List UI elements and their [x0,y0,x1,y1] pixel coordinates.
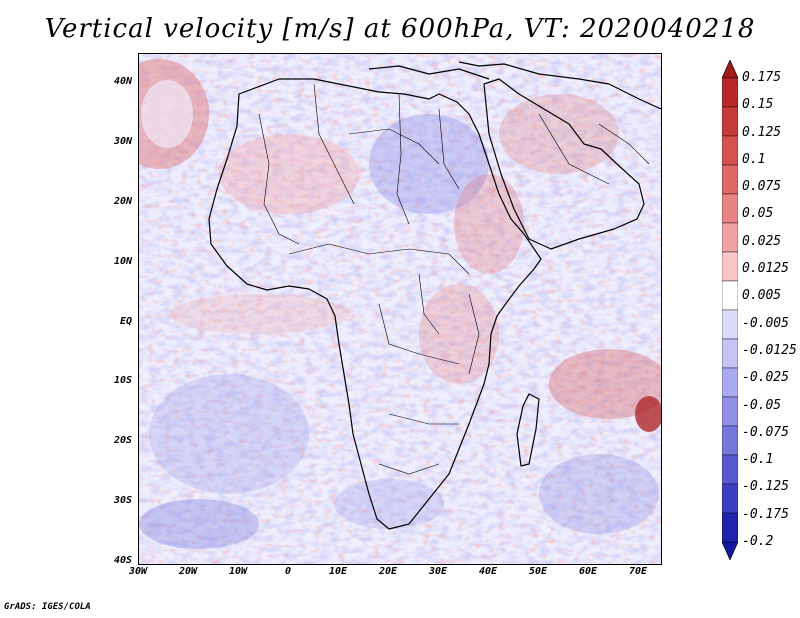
vertical-velocity-field [139,54,661,564]
colorbar-label: 0.05 [742,206,774,222]
lon-label: 30W [128,566,148,577]
colorbar-label: 0.075 [742,179,782,195]
lon-label: 70E [628,566,648,577]
lat-label: 30N [113,135,132,147]
borders [258,83,650,475]
lon-label: 10E [328,566,348,577]
colorbar-label: -0.0125 [742,342,797,358]
colorbar-swatch [722,483,738,514]
colorbar-swatch [722,512,738,543]
colorbar-label: -0.05 [742,397,782,413]
field-blobs [139,59,661,549]
colorbar-label: 0.0125 [742,261,789,277]
lat-label: 20N [113,195,132,207]
lon-label: 40E [478,566,498,577]
lat-label: 40N [113,76,132,87]
lon-label: 20W [178,566,198,577]
lon-label: 0 [284,566,292,577]
lon-label: 10W [228,566,248,577]
colorbar-swatch [722,106,738,137]
lat-label: 40S [113,555,132,566]
colorbar-swatch [722,338,738,369]
lon-label: 60E [578,566,598,577]
colorbar-swatch [722,193,738,224]
colorbar-swatch [722,309,738,340]
lat-label: 10S [113,375,132,387]
map-title: Vertical velocity [m/s] at 600hPa, VT: 2… [44,14,756,44]
lat-label: 10N [113,255,132,267]
colorbar-label: 0.025 [742,233,782,249]
coastlines [208,61,661,530]
map-panel [138,53,662,565]
colorbar-label: 0.005 [742,288,782,304]
colorbar-swatch [722,222,738,253]
lon-label: 30E [428,566,448,577]
colorbar-swatch [722,367,738,398]
colorbar-swatch [722,280,738,311]
colorbar-swatch [722,164,738,195]
colorbar-label: -0.025 [742,370,789,386]
lon-label: 50E [528,566,548,577]
colorbar-label: -0.005 [742,315,789,331]
colorbar-label: 0.15 [742,97,774,113]
colorbar-max-triangle [722,60,738,79]
colorbar-swatch [722,454,738,485]
colorbar-swatch [722,251,738,282]
colorbar-label: -0.125 [742,479,789,495]
credit-text: GrADS: IGES/COLA [4,602,91,612]
colorbar-swatch [722,396,738,427]
colorbar-swatch [722,135,738,166]
colorbar-label: 0.175 [742,70,782,85]
colorbar-swatch [722,77,738,108]
lon-label: 20E [378,566,398,577]
lat-label: 30S [113,495,132,507]
colorbar [722,60,738,560]
lat-label: 20S [113,435,132,447]
colorbar-label: 0.125 [742,124,782,140]
colorbar-label: -0.1 [742,452,774,468]
colorbar-label: 0.1 [742,151,766,167]
lat-label: EQ [119,315,132,327]
colorbar-label: -0.2 [742,534,774,549]
colorbar-label: -0.175 [742,506,789,522]
colorbar-label: -0.075 [742,424,789,440]
colorbar-swatch [722,425,738,456]
colorbar-min-triangle [722,541,738,560]
